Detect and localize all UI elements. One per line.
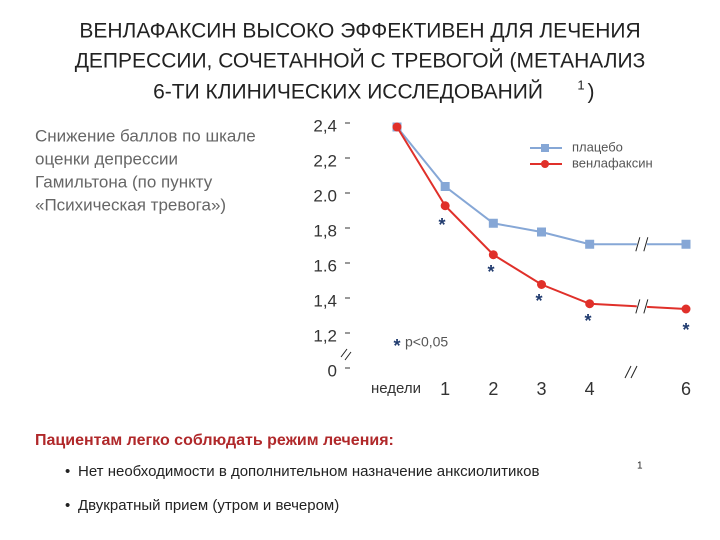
point [440, 182, 450, 191]
y-label-line: Снижение баллов по шкале [35, 126, 256, 145]
y-tick-label: 2.0 [313, 186, 337, 205]
bullet-dot: • [65, 497, 70, 514]
axis-break [624, 365, 638, 379]
significance-star: * [584, 311, 591, 331]
series-line [396, 126, 687, 310]
significance-star: * [487, 262, 494, 282]
title-line: ВЕНЛАФАКСИН ВЫСОКО ЭФФЕКТИВЕН ДЛЯ ЛЕЧЕНИ… [79, 20, 640, 43]
point [488, 218, 498, 228]
plot: 2,4 2,2 2.0 1,8 1.6 1,4 1,2 0 недели 1 2 3 4 6 плацебо… [313, 116, 691, 398]
break-marks [340, 348, 638, 379]
significance-label: р<0,05 [405, 334, 448, 350]
line-break-gap [636, 298, 647, 315]
line-break [635, 237, 649, 252]
point [585, 299, 595, 309]
significance-star: * [438, 215, 445, 235]
legend-label: венлафаксин [572, 155, 653, 170]
point [440, 201, 450, 211]
y-tick-label: 1,8 [313, 221, 337, 240]
legend-marker [541, 144, 549, 152]
legend-label: плацебо [572, 139, 623, 154]
x-tick-label: 4 [585, 379, 595, 399]
y-tick-label: 0 [328, 361, 337, 380]
point [681, 239, 691, 249]
x-tick-label: 2 [488, 379, 498, 399]
y-tick-label: 1,4 [313, 291, 337, 310]
point [537, 280, 546, 289]
line-break [635, 299, 649, 314]
point [537, 227, 546, 237]
title-line: ДЕПРЕССИИ, СОЧЕТАННОЙ С ТРЕВОГОЙ (МЕТАНА… [75, 49, 646, 73]
line-break-gap [636, 236, 647, 253]
axis-break [340, 348, 352, 361]
x-label: недели [371, 380, 421, 397]
point [392, 122, 402, 132]
y-label-line: оценки депрессии [35, 149, 178, 168]
bullet-superscript: 1 [637, 461, 643, 472]
x-tick-label: 6 [681, 379, 691, 399]
title-line: 6-ТИ КЛИНИЧЕСКИХ ИССЛЕДОВАНИЙ [153, 80, 543, 104]
bullet-dot: • [65, 463, 70, 480]
bullet-text: Двукратный прием (утром и вечером) [78, 497, 339, 514]
significance-star: * [535, 291, 542, 311]
y-label-line: «Психическая тревога») [35, 195, 226, 214]
y-tick-label: 1,2 [313, 326, 337, 345]
legend-marker [541, 160, 549, 168]
y-tick-label: 2,2 [313, 151, 337, 170]
significance-star: * [682, 320, 689, 340]
series-line [396, 126, 686, 246]
title-superscript: 1 [577, 77, 584, 92]
title-end: ) [588, 81, 595, 104]
point [681, 304, 691, 314]
y-tick-label: 1.6 [313, 256, 337, 275]
y-label-line: Гамильтона (по пункту [35, 172, 213, 191]
bullet-text: Нет необходимости в дополнительном назна… [78, 463, 539, 480]
x-tick-label: 1 [440, 379, 450, 399]
y-tick-label: 2,4 [313, 116, 337, 135]
point [488, 250, 498, 260]
x-tick-label: 3 [536, 379, 546, 399]
notes-heading: Пациентам легко соблюдать режим лечения: [35, 432, 394, 449]
significance-star: * [393, 336, 400, 356]
point [585, 239, 595, 249]
